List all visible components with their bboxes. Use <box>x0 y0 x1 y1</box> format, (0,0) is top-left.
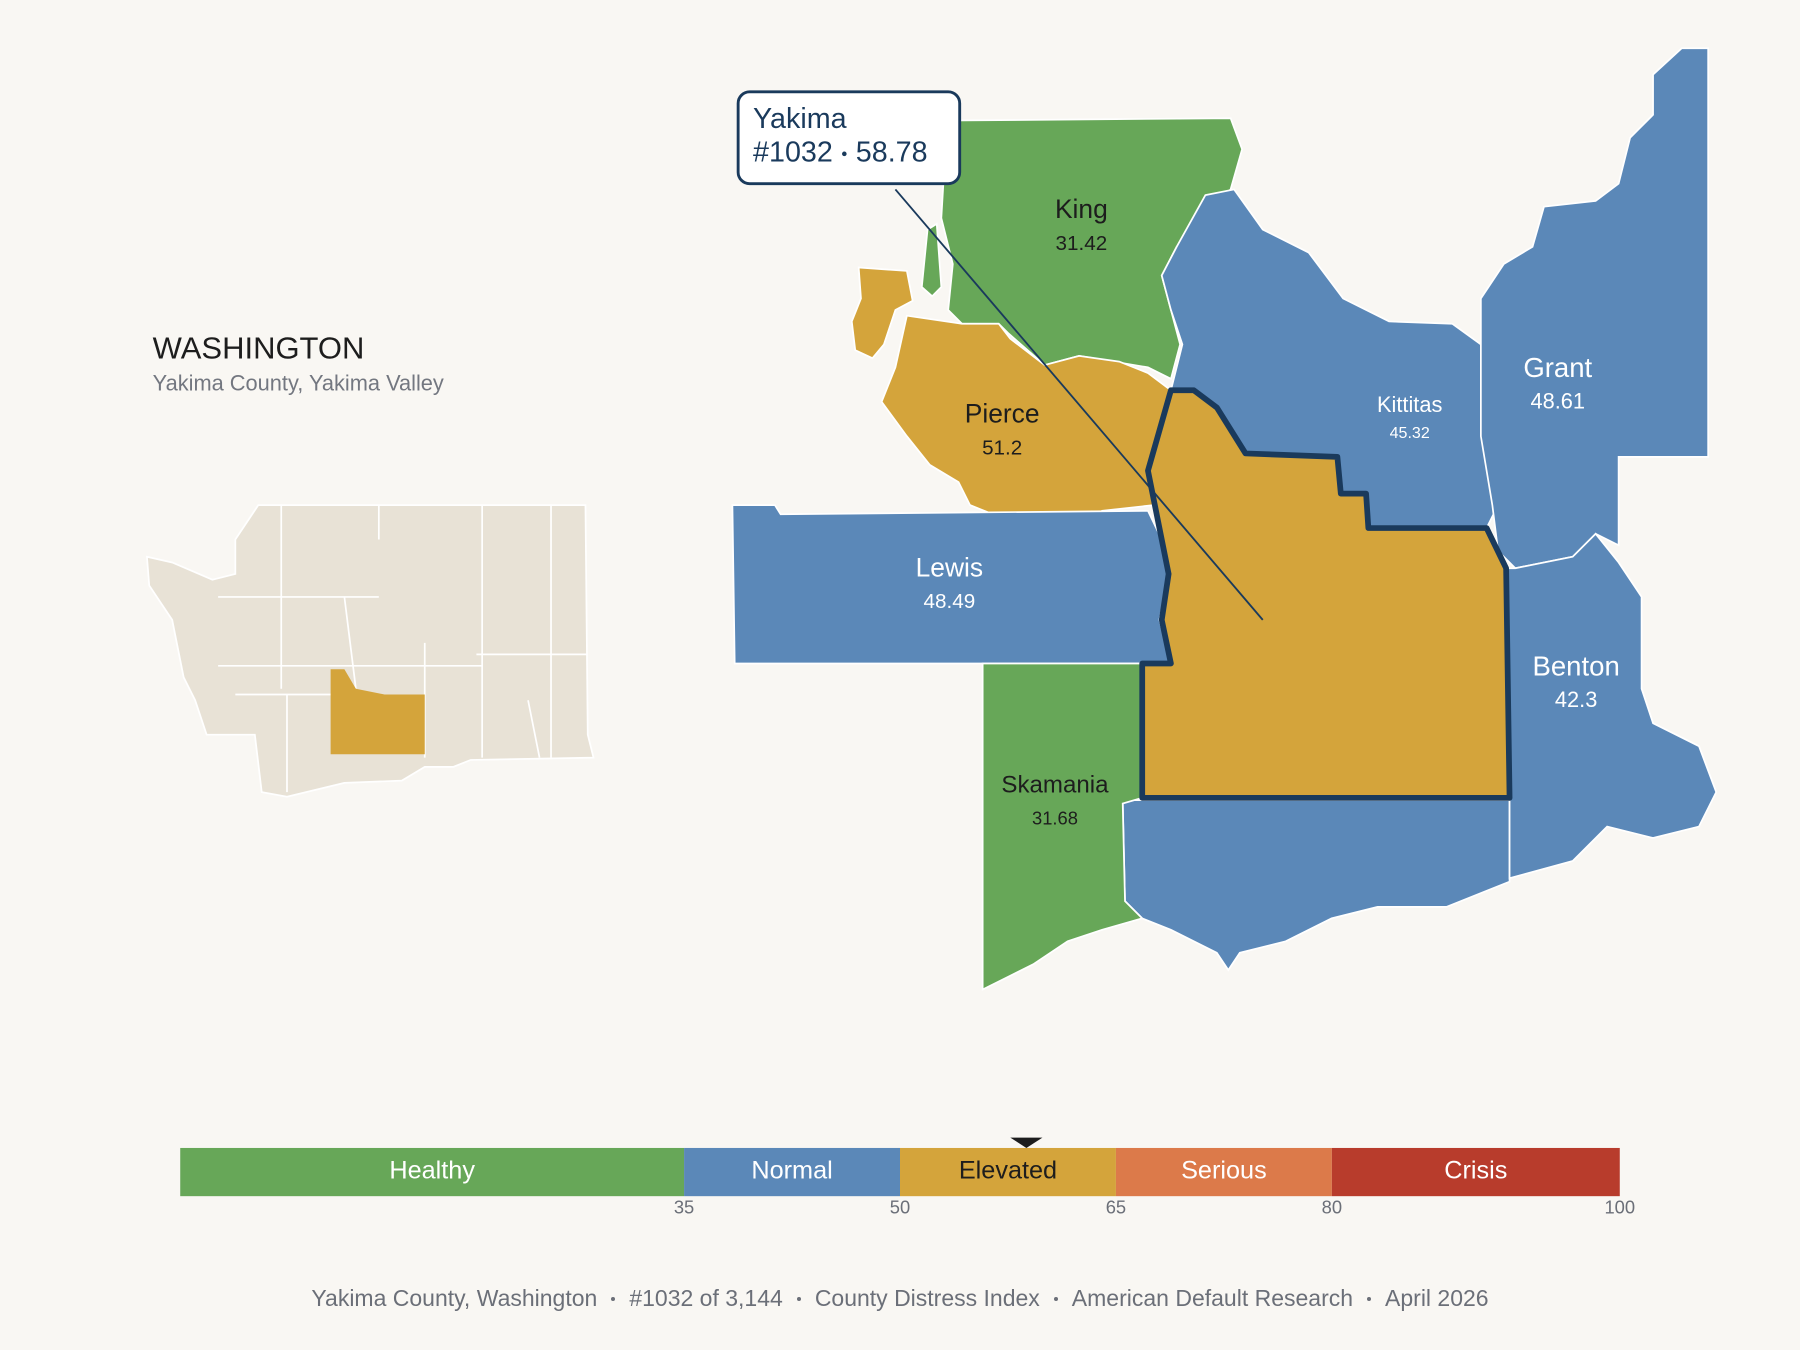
subtitle: Yakima County, Yakima Valley <box>153 370 444 395</box>
county-value: 48.61 <box>1531 389 1586 414</box>
legend-label: Serious <box>1181 1157 1267 1185</box>
county-value: 31.42 <box>1056 232 1108 255</box>
legend-label: Healthy <box>389 1157 475 1185</box>
county-name: Skamania <box>1001 772 1109 799</box>
legend-band <box>180 1147 685 1197</box>
separator <box>842 151 847 157</box>
footer-item: #1032 of 3,144 <box>629 1285 783 1311</box>
legend-band <box>900 1147 1116 1197</box>
legend-marker <box>1010 1137 1043 1148</box>
legend-label: Elevated <box>959 1157 1057 1185</box>
selected-county <box>1139 387 1513 801</box>
separator <box>611 1296 616 1301</box>
legend-label: Crisis <box>1444 1157 1507 1185</box>
callout-name: Yakima <box>753 103 847 135</box>
inset-selected <box>330 669 425 755</box>
callout-box <box>736 90 962 186</box>
legend-tick-label: 80 <box>1322 1197 1342 1218</box>
county-value: 31.68 <box>1032 807 1078 828</box>
callout-rank: #1032 <box>753 136 833 168</box>
county-value: 51.2 <box>982 436 1022 459</box>
county-name: King <box>1055 194 1108 224</box>
county-name: Lewis <box>916 552 983 582</box>
legend-tick-label: 65 <box>1106 1197 1126 1218</box>
footer: Yakima County, Washington #1032 of 3,144 C… <box>0 1285 1800 1312</box>
county-shape <box>1505 532 1718 880</box>
county-name: Pierce <box>965 399 1040 429</box>
legend-band <box>1331 1147 1620 1197</box>
county-name: Benton <box>1532 650 1619 681</box>
state-inset <box>145 504 595 798</box>
separator <box>796 1296 801 1301</box>
separator <box>1053 1296 1058 1301</box>
legend: Healthy Normal Elevated Serious Crisis 35 50 65… <box>180 1137 1635 1218</box>
county-name: Grant <box>1523 352 1592 383</box>
state-title: WASHINGTON <box>153 330 365 365</box>
county-shape <box>1121 799 1511 972</box>
county-value: 45.32 <box>1390 424 1430 442</box>
footer-item: County Distress Index <box>814 1285 1040 1311</box>
legend-band <box>1115 1147 1332 1197</box>
county-layer: King 31.42 Pierce 51.2 Lewis 48.49 Skamania 31.… <box>731 47 1718 991</box>
footer-item: American Default Research <box>1071 1285 1354 1311</box>
inset-borders <box>218 505 588 793</box>
county-shape <box>1480 47 1710 570</box>
county-shape <box>731 504 1173 665</box>
footer-item: April 2026 <box>1385 1285 1489 1311</box>
legend-tick-label: 50 <box>890 1197 910 1218</box>
county-name: Kittitas <box>1377 392 1443 417</box>
separator <box>1367 1296 1372 1301</box>
legend-tick-label: 100 <box>1604 1197 1635 1218</box>
callout-value: 58.78 <box>856 136 928 168</box>
county-value: 48.49 <box>924 590 976 613</box>
county-value: 42.3 <box>1555 687 1597 712</box>
legend-band <box>684 1147 900 1197</box>
legend-label: Normal <box>751 1157 832 1185</box>
callout-leader <box>894 188 1264 621</box>
legend-tick-label: 35 <box>674 1197 694 1218</box>
footer-item: Yakima County, Washington <box>311 1285 598 1311</box>
callout: Yakima #1032 58.78 <box>736 90 1264 621</box>
